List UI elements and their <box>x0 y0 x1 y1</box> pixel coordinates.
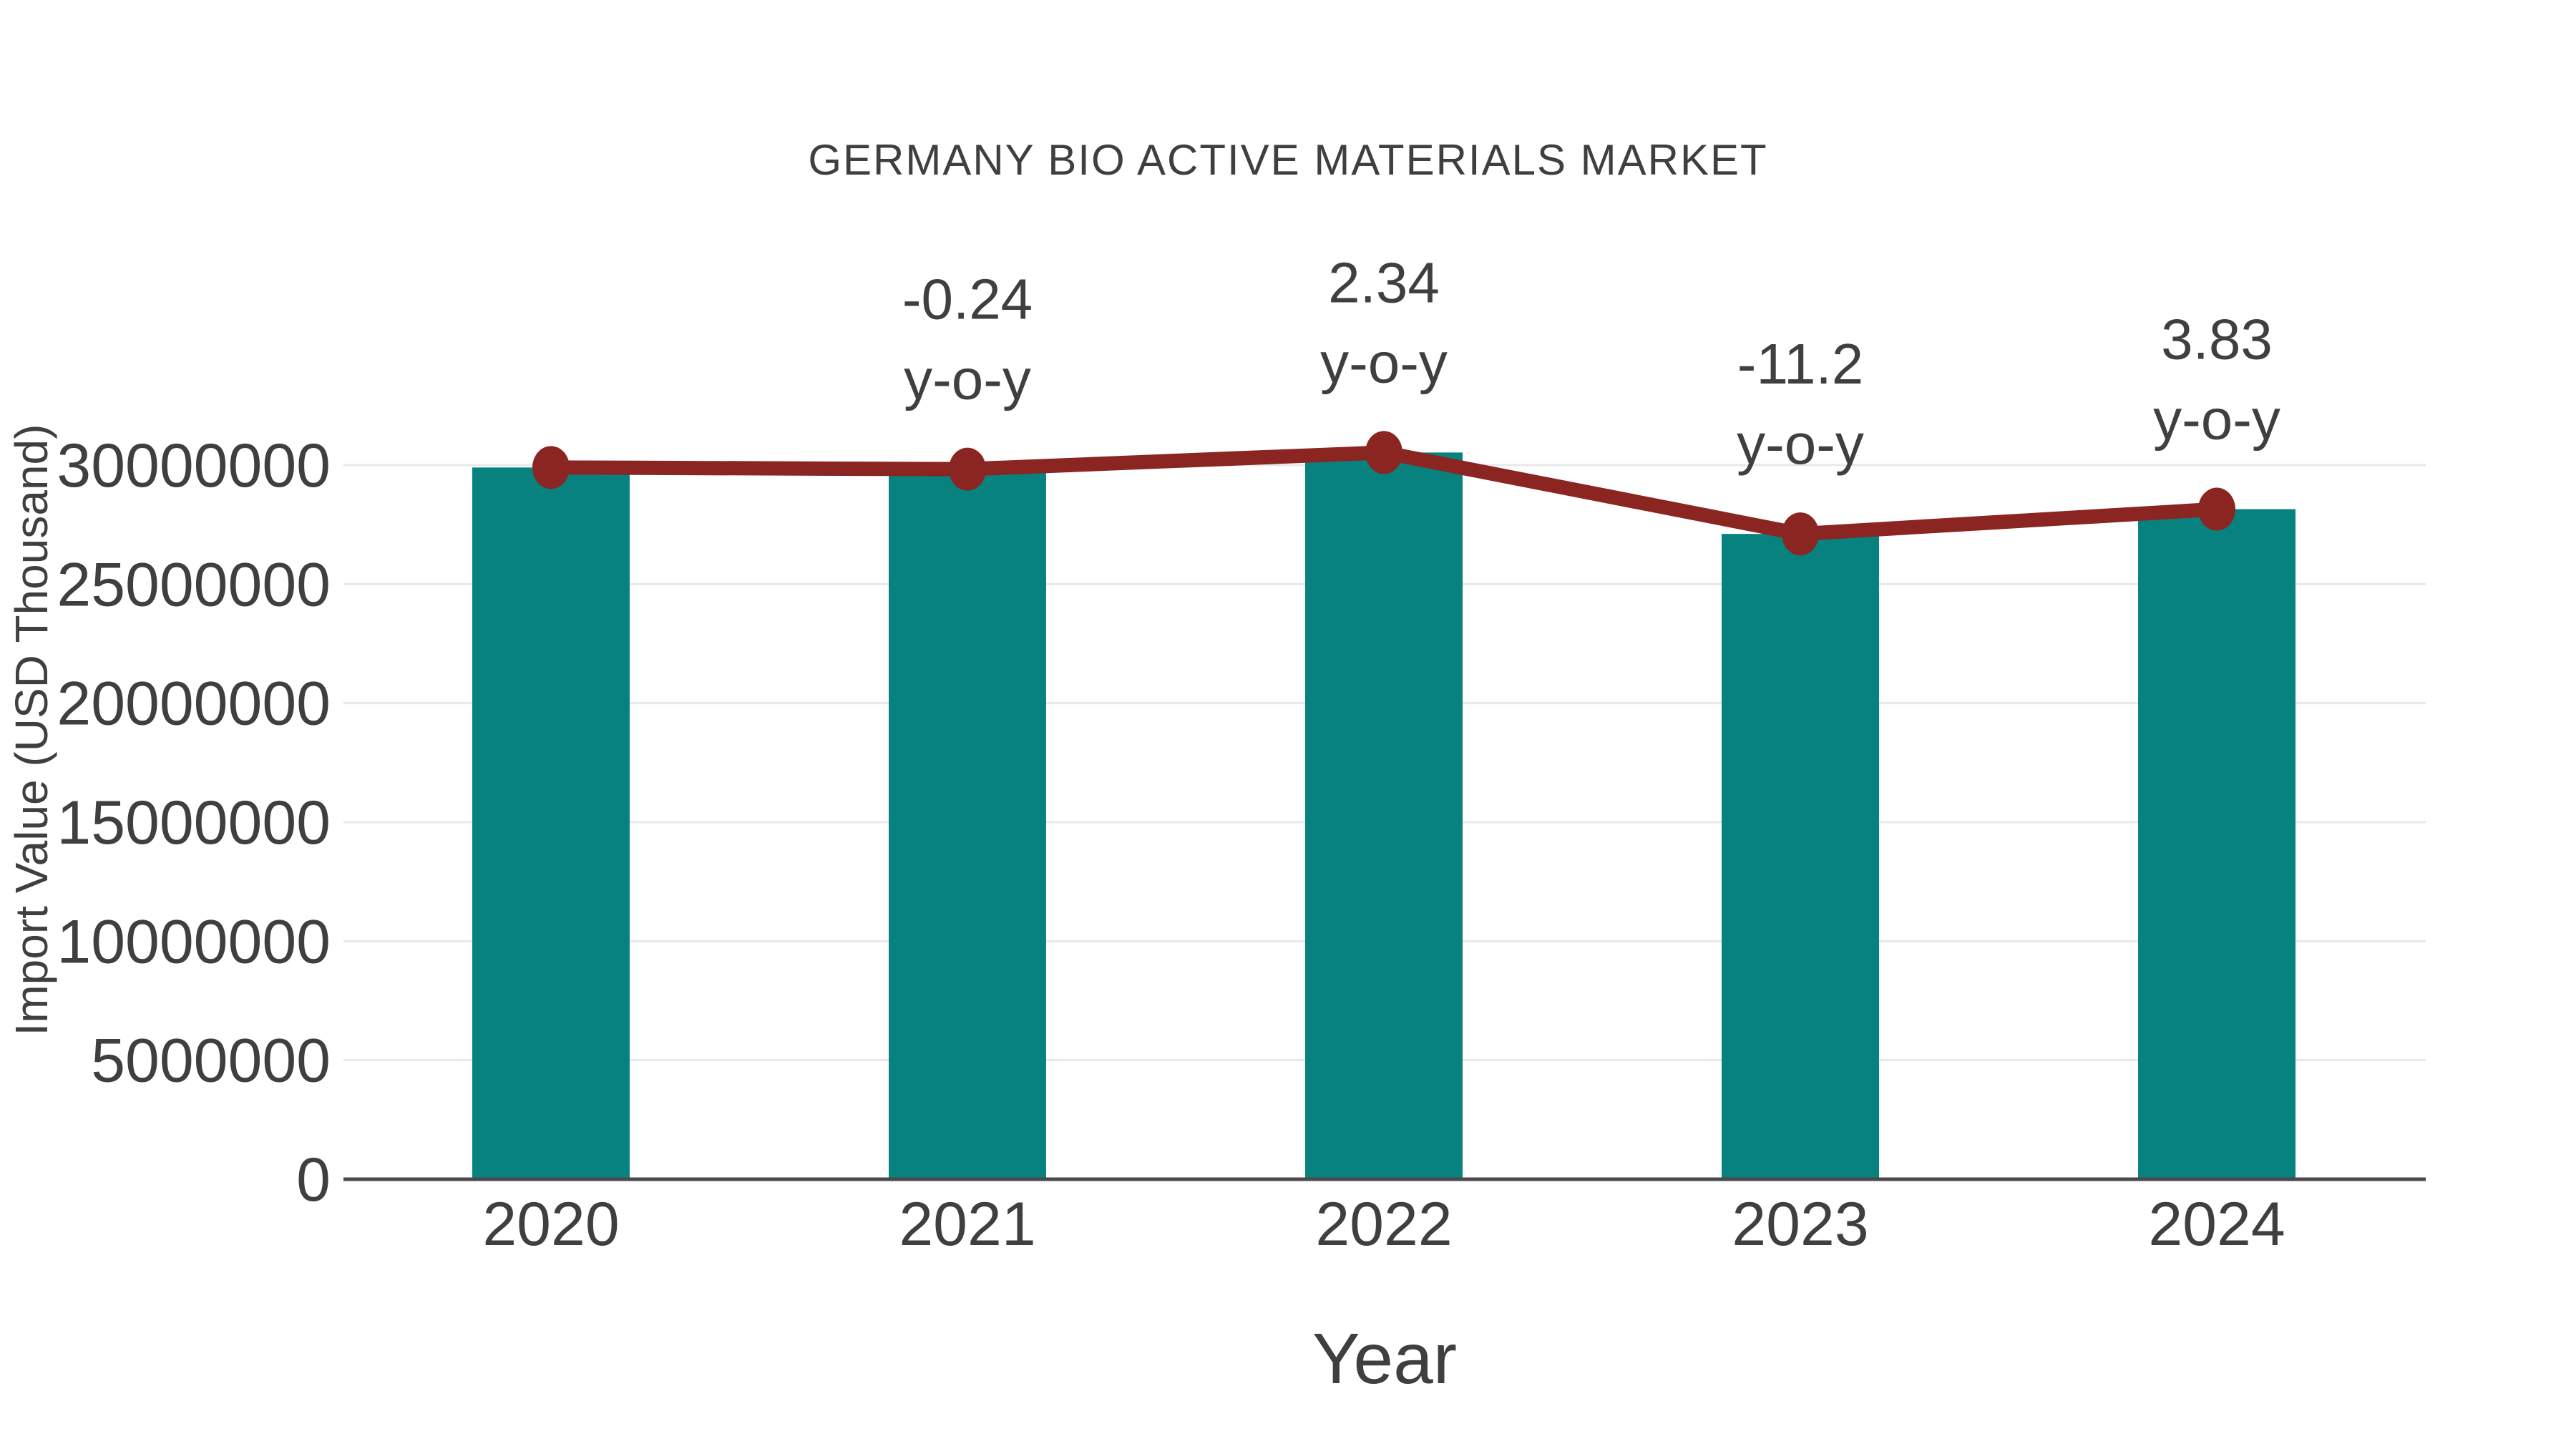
yoy-value-2023: -11.2 <box>1737 332 1863 396</box>
bar-series <box>472 452 2296 1179</box>
trend-markers <box>532 431 2235 556</box>
x-tick-label-2024: 2024 <box>2148 1190 2285 1259</box>
y-axis-title: Import Value (USD Thousand) <box>6 424 57 1036</box>
y-tick-label-30000000: 30000000 <box>57 431 331 500</box>
bar-2024 <box>2138 509 2296 1179</box>
x-tick-label-2022: 2022 <box>1315 1190 1452 1259</box>
y-tick-labels: 0 5000000 10000000 15000000 20000000 25000000… <box>57 431 331 1214</box>
data-point-2020 <box>532 446 570 489</box>
yoy-suffix-2021: y-o-y <box>904 348 1031 411</box>
x-tick-label-2020: 2020 <box>482 1190 619 1259</box>
yoy-value-2021: -0.24 <box>902 268 1033 331</box>
y-tick-label-5000000: 5000000 <box>91 1027 331 1096</box>
x-tick-label-2023: 2023 <box>1732 1190 1868 1259</box>
data-point-2023 <box>1782 512 1819 556</box>
yoy-value-2024: 3.83 <box>2161 308 2273 371</box>
bar-2023 <box>1722 534 1879 1179</box>
yoy-annotations: -0.24 y-o-y 2.34 y-o-y -11.2 y-o-y 3.83 y-o-y <box>902 250 2280 476</box>
bar-2021 <box>889 469 1046 1179</box>
yoy-suffix-2023: y-o-y <box>1737 412 1864 476</box>
y-tick-label-25000000: 25000000 <box>57 550 331 619</box>
chart-title: GERMANY BIO ACTIVE MATERIALS MARKET <box>808 136 1768 184</box>
y-tick-label-20000000: 20000000 <box>57 670 331 738</box>
data-point-2024 <box>2198 487 2235 531</box>
data-point-2021 <box>949 447 986 491</box>
bar-2020 <box>472 467 630 1179</box>
y-tick-label-15000000: 15000000 <box>57 789 331 857</box>
data-point-2022 <box>1365 431 1402 474</box>
x-axis-title: Year <box>1312 1319 1458 1399</box>
yoy-suffix-2022: y-o-y <box>1320 331 1448 394</box>
x-tick-label-2021: 2021 <box>899 1190 1035 1259</box>
y-tick-label-10000000: 10000000 <box>57 907 331 976</box>
yoy-value-2022: 2.34 <box>1328 250 1440 314</box>
bar-2022 <box>1305 452 1463 1179</box>
x-tick-labels: 2020 2021 2022 2023 2024 <box>482 1190 2285 1259</box>
y-tick-label-0: 0 <box>296 1146 331 1214</box>
yoy-suffix-2024: y-o-y <box>2153 388 2280 452</box>
